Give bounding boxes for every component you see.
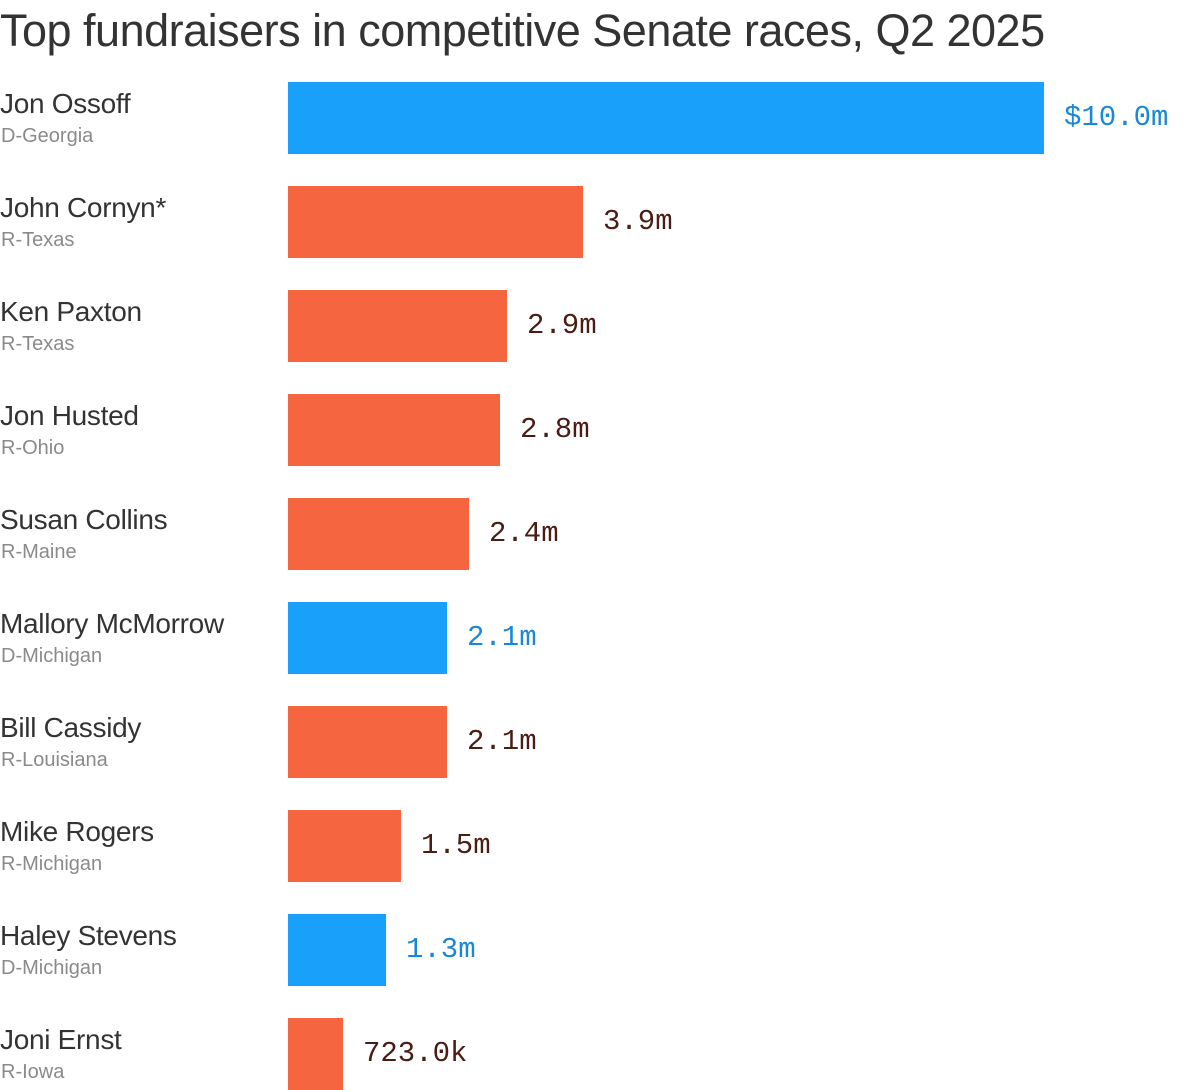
- bar-value-label: 2.1m: [467, 725, 537, 758]
- candidate-row: Mike Rogers R-Michigan 1.5m: [0, 810, 1200, 882]
- bar: [288, 914, 386, 986]
- candidate-row: Joni Ernst R-Iowa 723.0k: [0, 1018, 1200, 1090]
- candidate-name: Mike Rogers: [0, 816, 154, 847]
- candidate-row: Bill Cassidy R-Louisiana 2.1m: [0, 706, 1200, 778]
- candidate-row: Jon Husted R-Ohio 2.8m: [0, 394, 1200, 466]
- candidate-name: Joni Ernst: [0, 1024, 122, 1055]
- candidate-row: Ken Paxton R-Texas 2.9m: [0, 290, 1200, 362]
- candidate-party-state: R-Texas: [1, 229, 75, 251]
- bar-value-label: 1.5m: [421, 829, 491, 862]
- candidate-name: John Cornyn*: [0, 192, 167, 223]
- candidate-name: Susan Collins: [0, 504, 168, 535]
- bar-value-label: $10.0m: [1064, 101, 1169, 134]
- candidate-name: Bill Cassidy: [0, 712, 142, 743]
- candidate-name: Mallory McMorrow: [0, 608, 224, 639]
- bar: [288, 82, 1044, 154]
- candidate-party-state: D-Georgia: [1, 125, 94, 147]
- bar: [288, 602, 447, 674]
- candidate-party-state: R-Texas: [1, 333, 75, 355]
- bar-value-label: 2.8m: [520, 413, 590, 446]
- candidate-party-state: R-Maine: [1, 541, 77, 563]
- candidate-row: Susan Collins R-Maine 2.4m: [0, 498, 1200, 570]
- bar: [288, 498, 469, 570]
- bar-value-label: 2.1m: [467, 621, 537, 654]
- candidate-party-state: R-Ohio: [1, 437, 65, 459]
- chart-title: Top fundraisers in competitive Senate ra…: [0, 5, 1045, 56]
- candidate-row: Haley Stevens D-Michigan 1.3m: [0, 914, 1200, 986]
- bar: [288, 290, 507, 362]
- candidate-row: Jon Ossoff D-Georgia $10.0m: [0, 82, 1200, 154]
- candidate-party-state: D-Michigan: [1, 645, 103, 667]
- candidate-party-state: R-Michigan: [1, 853, 103, 875]
- bar-value-label: 1.3m: [406, 933, 476, 966]
- bar-value-label: 2.4m: [489, 517, 559, 550]
- bar: [288, 186, 583, 258]
- bar-value-label: 723.0k: [363, 1037, 468, 1070]
- candidate-name: Jon Ossoff: [0, 88, 131, 119]
- candidate-party-state: R-Iowa: [1, 1061, 65, 1083]
- candidate-name: Ken Paxton: [0, 296, 142, 327]
- bar: [288, 1018, 343, 1090]
- candidate-party-state: R-Louisiana: [1, 749, 108, 771]
- candidate-party-state: D-Michigan: [1, 957, 103, 979]
- bar: [288, 810, 401, 882]
- candidate-name: Haley Stevens: [0, 920, 177, 951]
- bar-value-label: 3.9m: [603, 205, 673, 238]
- candidate-row: Mallory McMorrow D-Michigan 2.1m: [0, 602, 1200, 674]
- bar: [288, 394, 500, 466]
- bar-value-label: 2.9m: [527, 309, 597, 342]
- candidate-name: Jon Husted: [0, 400, 139, 431]
- candidate-row: John Cornyn* R-Texas 3.9m: [0, 186, 1200, 258]
- bar: [288, 706, 447, 778]
